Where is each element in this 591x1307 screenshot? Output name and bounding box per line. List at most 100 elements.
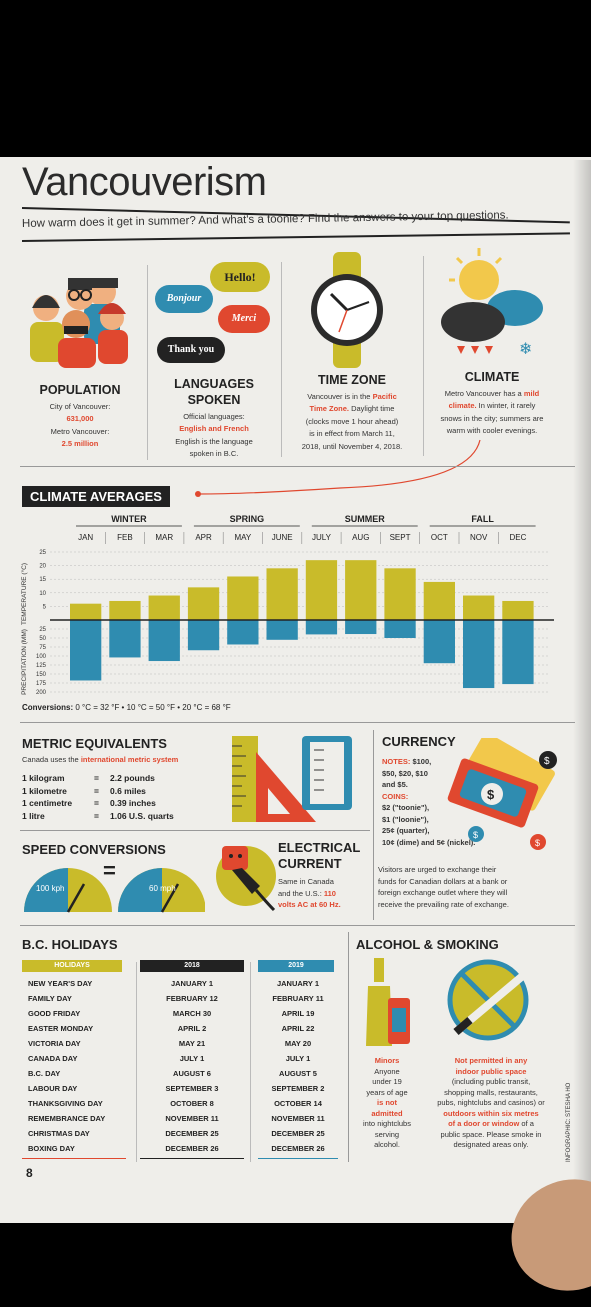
alcohol-heading: ALCOHOL & SMOKING — [356, 937, 499, 952]
holiday-date-2019: OCTOBER 14 — [274, 1099, 322, 1108]
holiday-date-2019: JULY 1 — [285, 1054, 311, 1063]
holiday-date-2019: FEBRUARY 11 — [272, 994, 324, 1003]
time-zone-line-4: is in effect from March 11, — [309, 429, 395, 438]
holiday-name: BOXING DAY — [28, 1144, 75, 1153]
holiday-date-2019: MAY 20 — [284, 1039, 312, 1048]
climate-line-2: climate. In winter, it rarely — [448, 401, 536, 410]
metric-right: 0.6 miles — [110, 785, 146, 796]
electrical-heading-2: CURRENT — [278, 856, 342, 871]
year-2018-col-head: 2018 — [140, 960, 244, 972]
climate-heading: CLIMATE — [464, 370, 520, 384]
population-city-label: City of Vancouver: — [49, 402, 111, 411]
month-label: APR — [195, 533, 212, 542]
temperature-bar — [305, 560, 338, 620]
holiday-name: B.C. DAY — [28, 1069, 61, 1078]
climate-chart-title: CLIMATE AVERAGES — [22, 486, 170, 507]
speed-heading: SPEED CONVERSIONS — [22, 842, 166, 857]
holiday-name: CHRISTMAS DAY — [28, 1129, 90, 1138]
holiday-name: EASTER MONDAY — [28, 1024, 94, 1033]
temp-tick-label: 15 — [39, 577, 46, 583]
precipitation-bar — [148, 620, 180, 662]
temp-tick-label: 25 — [39, 550, 46, 556]
languages-line-1: Official languages: — [183, 412, 245, 421]
metric-right: 2.2 pounds — [110, 773, 155, 783]
climate-line-1: Metro Vancouver has a mild — [444, 389, 540, 398]
precipitation-bar — [70, 620, 102, 681]
precipitation-axis-label: PRECIPITATION (MM) — [21, 629, 28, 695]
precip-tick-label: 50 — [39, 636, 46, 642]
population-heading: POPULATION — [39, 383, 121, 397]
metric-equals: = — [94, 810, 99, 821]
electrical-heading-1: ELECTRICAL — [278, 840, 361, 855]
temperature-bar — [463, 595, 495, 620]
holiday-date-2018: JANUARY 1 — [170, 979, 214, 988]
precipitation-bar — [266, 620, 298, 640]
time-zone-line-3: (clocks move 1 hour ahead) — [305, 417, 399, 426]
population-metro-label: Metro Vancouver: — [50, 427, 110, 436]
temp-tick-label: 20 — [39, 564, 46, 570]
holiday-date-2018: SEPTEMBER 3 — [165, 1084, 219, 1093]
no-smoking-icon — [447, 959, 535, 1041]
climate-line-4: warm with cooler evenings. — [446, 426, 538, 435]
metric-heading: METRIC EQUIVALENTS — [22, 736, 167, 751]
precip-tick-label: 100 — [36, 654, 47, 660]
speed-mph: 60 mph — [149, 884, 176, 893]
holiday-name: REMEMBRANCE DAY — [28, 1114, 106, 1123]
precip-tick-label: 175 — [36, 681, 47, 687]
holidays-heading: B.C. HOLIDAYS — [22, 937, 118, 952]
svg-text:$: $ — [473, 830, 478, 840]
season-label: FALL — [471, 514, 494, 524]
weather-icon: ❄ — [441, 248, 543, 358]
metric-right: 0.39 inches — [110, 798, 156, 808]
divider — [281, 262, 282, 457]
section-rule — [20, 722, 575, 723]
holiday-date-2018: APRIL 2 — [177, 1024, 207, 1033]
year-2019-col-head: 2019 — [258, 960, 334, 972]
page-shadow — [573, 160, 591, 1220]
section-rule — [20, 925, 575, 926]
temperature-bar — [266, 568, 298, 620]
temperature-bar — [70, 603, 102, 620]
month-label: MAY — [234, 533, 251, 542]
languages-heading-1: LANGUAGES — [174, 377, 254, 391]
temperature-bar — [109, 600, 141, 620]
holiday-date-2019: JANUARY 1 — [276, 979, 320, 988]
metric-left: 1 litre — [22, 810, 45, 821]
temperature-bar — [384, 568, 416, 620]
metric-row: 1 kilogram = 2.2 pounds — [22, 773, 222, 786]
holiday-name: VICTORIA DAY — [28, 1039, 81, 1048]
currency-body: Visitors are urged to exchange their fun… — [378, 865, 509, 909]
season-label: SPRING — [230, 514, 265, 524]
month-label: JUNE — [272, 533, 293, 542]
ruler-jug-icon — [232, 736, 352, 822]
precipitation-bar — [227, 620, 259, 645]
population-city-value: 631,000 — [66, 414, 94, 423]
temperature-bar — [502, 600, 534, 620]
precip-tick-label: 75 — [39, 645, 46, 651]
section-rule — [20, 466, 575, 467]
holiday-name: GOOD FRIDAY — [28, 1009, 81, 1018]
languages-line-2: English and French — [179, 424, 249, 433]
holiday-name: FAMILY DAY — [28, 994, 72, 1003]
page-number: 8 — [26, 1166, 33, 1180]
precipitation-bar — [345, 620, 377, 635]
svg-text:❄: ❄ — [519, 339, 532, 358]
hello-bubble: Hello! — [210, 262, 270, 292]
conversions-text: 0 °C = 32 °F • 10 °C = 50 °F • 20 °C = 6… — [75, 703, 231, 712]
holiday-date-2018: OCTOBER 8 — [170, 1099, 214, 1108]
precipitation-bar — [502, 620, 534, 685]
holiday-date-2018: DECEMBER 26 — [165, 1144, 219, 1153]
infographic-credit: INFOGRAPHIC: STESHA HO — [566, 1082, 572, 1162]
holiday-date-2018: NOVEMBER 11 — [165, 1114, 219, 1123]
svg-text:$: $ — [487, 787, 495, 802]
conversions-line: Conversions: 0 °C = 32 °F • 10 °C = 50 °… — [22, 703, 231, 712]
minors-text: Minors Anyone under 19 years of age is n… — [363, 1056, 411, 1149]
divider — [423, 256, 424, 456]
speed-equals: = — [103, 858, 116, 883]
metric-right: 1.06 U.S. quarts — [110, 810, 174, 821]
electrical-text: Same in Canada and the U.S.: 110 volts A… — [278, 877, 341, 909]
temperature-bar — [423, 581, 455, 620]
precip-tick-label: 125 — [36, 663, 47, 669]
month-label: AUG — [352, 533, 369, 542]
beverages-icon — [366, 958, 410, 1046]
